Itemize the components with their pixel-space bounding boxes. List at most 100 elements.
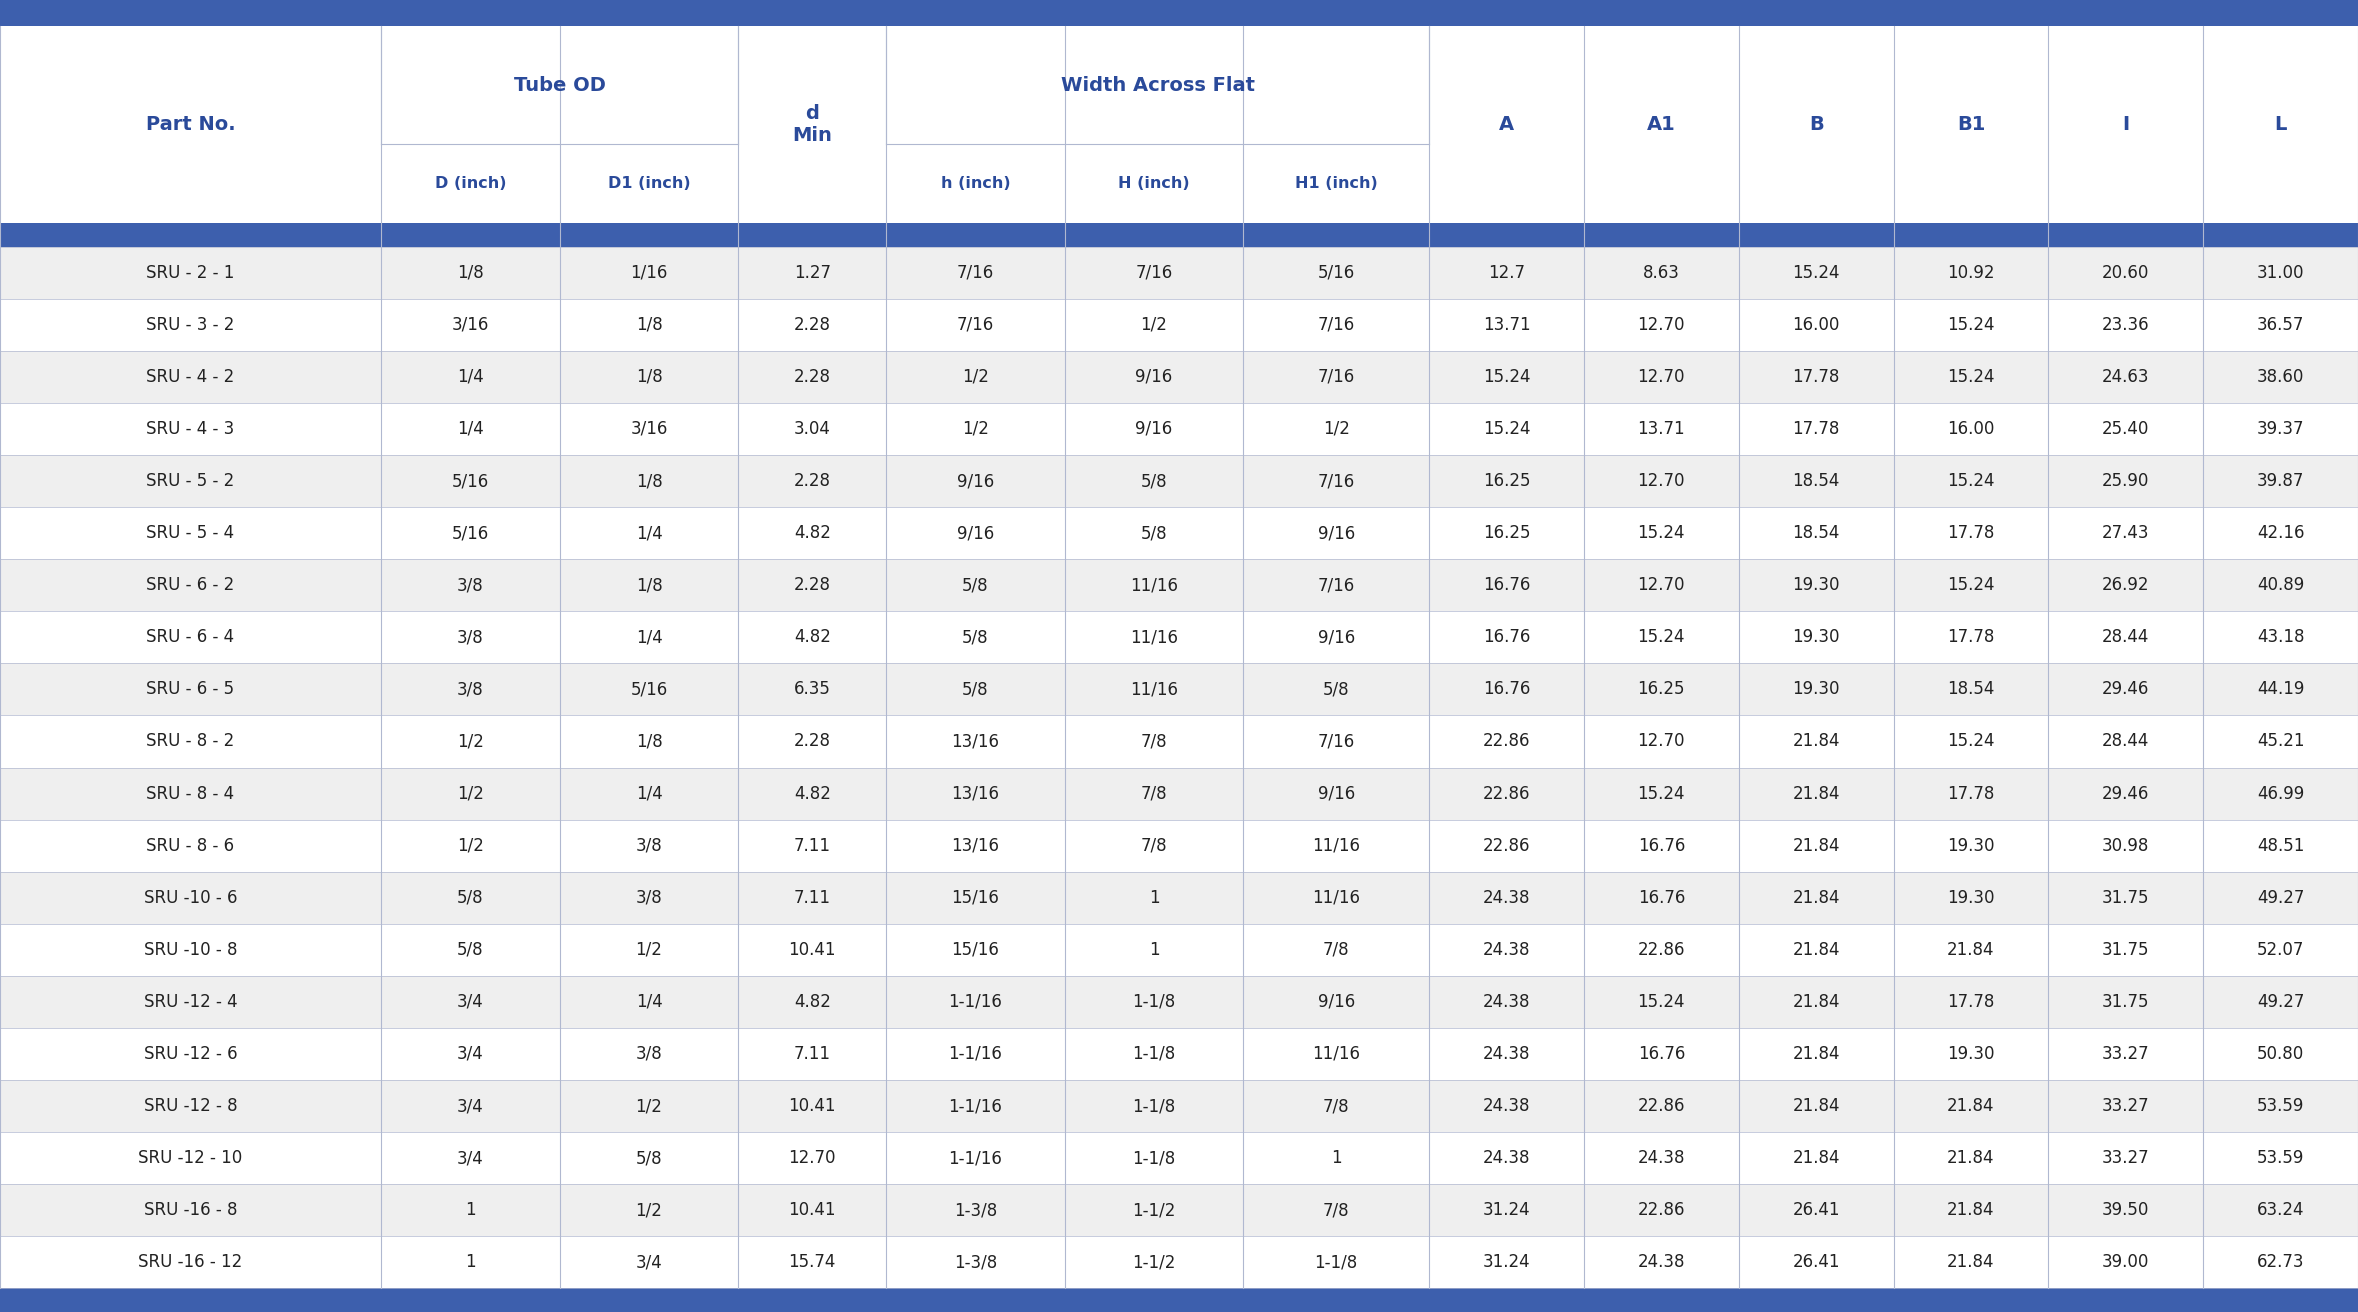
- Text: 1/8: 1/8: [637, 576, 663, 594]
- Text: 11/16: 11/16: [1129, 576, 1179, 594]
- Text: 1/8: 1/8: [637, 472, 663, 491]
- Text: 12.70: 12.70: [1636, 316, 1686, 333]
- Text: 19.30: 19.30: [1792, 628, 1839, 647]
- Text: 7.11: 7.11: [795, 837, 830, 854]
- Text: 13.71: 13.71: [1483, 316, 1530, 333]
- Text: 6.35: 6.35: [795, 681, 830, 698]
- Text: 15.74: 15.74: [788, 1253, 835, 1271]
- Text: SRU - 3 - 2: SRU - 3 - 2: [146, 316, 236, 333]
- Text: 16.76: 16.76: [1483, 628, 1530, 647]
- Text: SRU -16 - 12: SRU -16 - 12: [139, 1253, 243, 1271]
- Text: 33.27: 33.27: [2101, 1149, 2150, 1168]
- Text: 63.24: 63.24: [2257, 1202, 2304, 1219]
- Text: 1: 1: [1148, 888, 1160, 907]
- Text: 21.84: 21.84: [1792, 1149, 1839, 1168]
- Text: 21.84: 21.84: [1948, 941, 1995, 959]
- Text: 9/16: 9/16: [1318, 993, 1356, 1012]
- Text: 1-3/8: 1-3/8: [953, 1202, 997, 1219]
- Text: 21.84: 21.84: [1948, 1097, 1995, 1115]
- Text: 15/16: 15/16: [950, 941, 1000, 959]
- Text: 11/16: 11/16: [1311, 1044, 1361, 1063]
- Text: 15.24: 15.24: [1948, 316, 1995, 333]
- Text: 31.24: 31.24: [1483, 1253, 1530, 1271]
- Text: 24.38: 24.38: [1636, 1149, 1686, 1168]
- Text: 39.87: 39.87: [2257, 472, 2304, 491]
- Text: 2.28: 2.28: [795, 316, 830, 333]
- Bar: [0, 299, 2358, 350]
- Text: D1 (inch): D1 (inch): [608, 176, 691, 192]
- Text: SRU -12 - 10: SRU -12 - 10: [139, 1149, 243, 1168]
- Text: 13/16: 13/16: [950, 785, 1000, 803]
- Text: 24.63: 24.63: [2101, 367, 2150, 386]
- Text: 3/8: 3/8: [637, 888, 663, 907]
- Text: SRU -12 - 4: SRU -12 - 4: [144, 993, 238, 1012]
- Text: 12.70: 12.70: [1636, 367, 1686, 386]
- Text: 22.86: 22.86: [1636, 941, 1686, 959]
- Text: SRU -10 - 8: SRU -10 - 8: [144, 941, 238, 959]
- Text: SRU - 4 - 2: SRU - 4 - 2: [146, 367, 236, 386]
- Text: 26.41: 26.41: [1792, 1253, 1839, 1271]
- Text: 21.84: 21.84: [1792, 1097, 1839, 1115]
- Text: 19.30: 19.30: [1948, 837, 1995, 854]
- Text: 7/16: 7/16: [1318, 316, 1356, 333]
- Text: 43.18: 43.18: [2257, 628, 2304, 647]
- Text: 1/4: 1/4: [457, 367, 483, 386]
- Text: 33.27: 33.27: [2101, 1044, 2150, 1063]
- Text: I: I: [2122, 115, 2129, 134]
- Text: 31.75: 31.75: [2101, 941, 2150, 959]
- Text: 11/16: 11/16: [1311, 837, 1361, 854]
- Text: 16.00: 16.00: [1792, 316, 1839, 333]
- Text: 2.28: 2.28: [795, 367, 830, 386]
- Text: 1/2: 1/2: [457, 732, 483, 750]
- Bar: [0, 924, 2358, 976]
- Text: 26.92: 26.92: [2101, 576, 2150, 594]
- Text: 1-3/8: 1-3/8: [953, 1253, 997, 1271]
- Text: 27.43: 27.43: [2101, 523, 2150, 542]
- Text: 12.7: 12.7: [1488, 264, 1526, 282]
- Bar: [0, 455, 2358, 506]
- Text: 5/8: 5/8: [962, 681, 988, 698]
- Text: 3/4: 3/4: [457, 1097, 483, 1115]
- Text: 21.84: 21.84: [1792, 837, 1839, 854]
- Text: 3/16: 3/16: [453, 316, 488, 333]
- Text: Tube OD: Tube OD: [514, 76, 606, 94]
- Text: 16.25: 16.25: [1483, 472, 1530, 491]
- Text: 4.82: 4.82: [795, 523, 830, 542]
- Text: 7/8: 7/8: [1141, 785, 1167, 803]
- Text: 26.41: 26.41: [1792, 1202, 1839, 1219]
- Text: 17.78: 17.78: [1948, 993, 1995, 1012]
- Text: 9/16: 9/16: [1318, 523, 1356, 542]
- Bar: [0, 976, 2358, 1029]
- Text: 21.84: 21.84: [1792, 993, 1839, 1012]
- Text: 1/2: 1/2: [1323, 420, 1349, 438]
- Text: 11/16: 11/16: [1129, 681, 1179, 698]
- Text: 22.86: 22.86: [1636, 1097, 1686, 1115]
- Bar: [0, 403, 2358, 455]
- Text: SRU - 6 - 4: SRU - 6 - 4: [146, 628, 233, 647]
- Text: 19.30: 19.30: [1948, 888, 1995, 907]
- Bar: [0, 664, 2358, 715]
- Text: 1-1/8: 1-1/8: [1313, 1253, 1358, 1271]
- Text: 15.24: 15.24: [1636, 628, 1686, 647]
- Text: 3/16: 3/16: [630, 420, 667, 438]
- Text: 16.76: 16.76: [1483, 681, 1530, 698]
- Text: 45.21: 45.21: [2257, 732, 2304, 750]
- Text: SRU - 4 - 3: SRU - 4 - 3: [146, 420, 236, 438]
- Text: 31.75: 31.75: [2101, 888, 2150, 907]
- Text: 17.78: 17.78: [1792, 367, 1839, 386]
- Text: 52.07: 52.07: [2257, 941, 2304, 959]
- Text: 24.38: 24.38: [1483, 941, 1530, 959]
- Bar: [0, 820, 2358, 871]
- Text: 17.78: 17.78: [1948, 628, 1995, 647]
- Text: 29.46: 29.46: [2101, 785, 2150, 803]
- Bar: [0, 1132, 2358, 1185]
- Text: 9/16: 9/16: [1134, 367, 1172, 386]
- Text: 9/16: 9/16: [957, 523, 995, 542]
- Text: 9/16: 9/16: [1318, 785, 1356, 803]
- Text: 16.76: 16.76: [1636, 888, 1686, 907]
- Text: 53.59: 53.59: [2257, 1149, 2304, 1168]
- Text: 2.28: 2.28: [795, 576, 830, 594]
- Text: 3/4: 3/4: [457, 993, 483, 1012]
- Text: SRU -12 - 6: SRU -12 - 6: [144, 1044, 238, 1063]
- Text: 15.24: 15.24: [1792, 264, 1839, 282]
